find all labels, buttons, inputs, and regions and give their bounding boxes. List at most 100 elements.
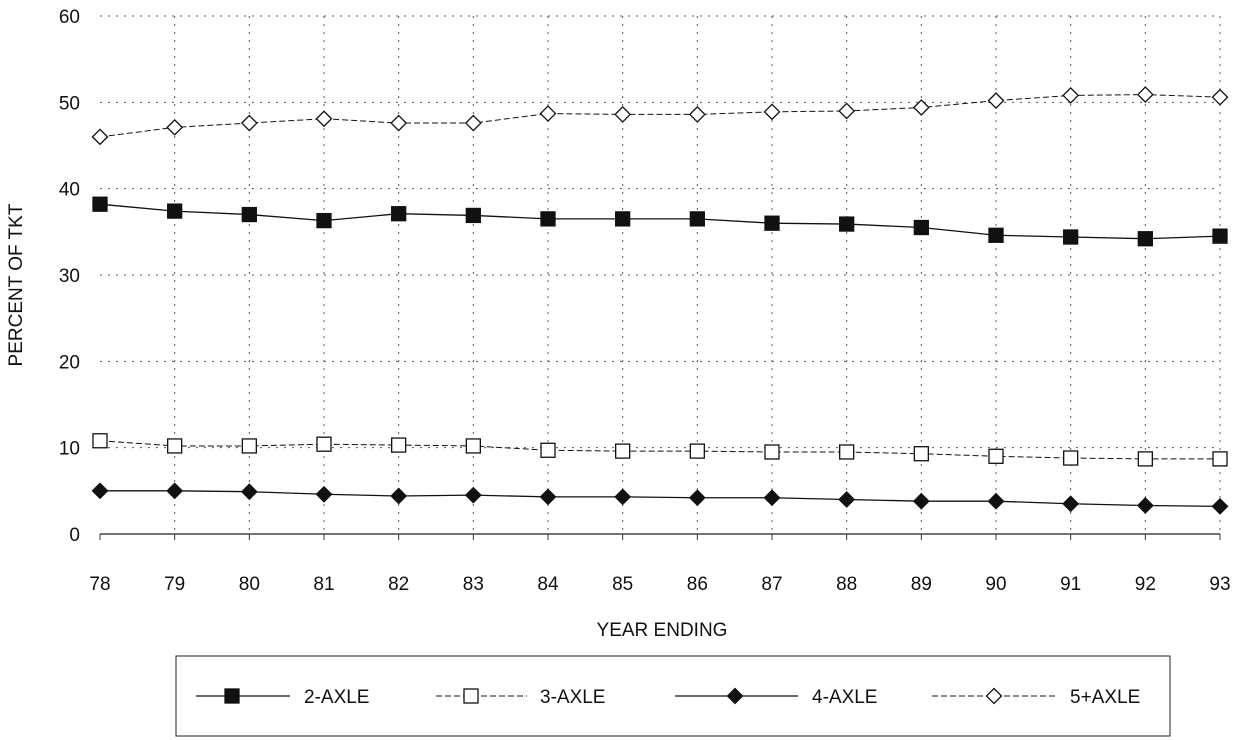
data-point-3-axle-89 (913, 446, 929, 462)
series-lines (99, 94, 1221, 508)
data-point-3-axle-85 (615, 443, 631, 459)
data-point-2-axle-80 (241, 206, 257, 223)
legend-marker-3-axle (463, 688, 479, 704)
x-tick-label-87: 87 (761, 574, 782, 595)
legend-label-5-axle: 5+AXLE (1070, 687, 1140, 708)
data-point-4-axle-83 (464, 486, 482, 504)
data-point-5-axle-88 (838, 102, 856, 120)
data-point-4-axle-79 (166, 482, 184, 500)
data-point-3-axle-91 (1063, 450, 1079, 466)
x-tick-label-81: 81 (313, 574, 334, 595)
gridlines (100, 15, 1221, 534)
data-point-3-axle-87 (764, 444, 780, 460)
data-point-5-axle-78 (91, 128, 109, 146)
data-point-5-axle-80 (240, 114, 258, 132)
data-point-5-axle-83 (464, 114, 482, 132)
data-point-4-axle-88 (838, 491, 856, 508)
data-point-5-axle-82 (390, 114, 408, 132)
y-axis-title: PERCENT OF TKT (6, 203, 27, 366)
x-tick-label-80: 80 (239, 574, 260, 595)
x-tick-label-88: 88 (836, 574, 857, 595)
y-tick-label-40: 40 (59, 180, 80, 201)
data-point-2-axle-93 (1212, 228, 1228, 244)
data-point-5-axle-86 (688, 106, 706, 123)
series-line-2-axle (99, 203, 1221, 240)
data-point-2-axle-81 (316, 212, 332, 229)
data-point-3-axle-78 (92, 433, 108, 449)
data-point-5-axle-85 (614, 106, 632, 123)
series-line-5-axle (99, 94, 1221, 138)
data-point-2-axle-78 (92, 196, 108, 212)
y-tick-label-30: 30 (59, 266, 80, 287)
data-point-5-axle-79 (166, 118, 184, 136)
data-point-3-axle-90 (988, 448, 1004, 464)
data-point-3-axle-82 (391, 437, 407, 453)
data-point-2-axle-92 (1137, 231, 1153, 247)
axes: 0 10 20 30 40 50 60 78 79 80 81 82 83 84 85 86 87 88 89 90 9… (59, 7, 1231, 595)
data-point-3-axle-84 (540, 442, 556, 458)
data-points (91, 86, 1229, 515)
x-tick-label-82: 82 (388, 574, 409, 595)
y-tick-label-20: 20 (59, 352, 80, 373)
data-point-4-axle-90 (987, 492, 1005, 510)
data-point-4-axle-84 (539, 488, 557, 506)
data-point-4-axle-92 (1136, 497, 1154, 514)
x-tick-label-86: 86 (687, 574, 708, 595)
data-point-5-axle-87 (763, 103, 781, 121)
legend-marker-2-axle (224, 688, 240, 704)
data-point-5-axle-91 (1062, 87, 1080, 104)
data-point-3-axle-80 (241, 438, 257, 454)
legend-label-3-axle: 3-AXLE (540, 687, 605, 708)
series-line-3-axle (99, 440, 1220, 460)
data-point-2-axle-83 (465, 207, 481, 224)
legend-marker-4-axle (726, 687, 744, 705)
x-tick-label-89: 89 (911, 574, 932, 595)
data-point-5-axle-90 (987, 92, 1005, 110)
data-point-4-axle-86 (688, 489, 706, 507)
data-point-4-axle-80 (240, 483, 258, 501)
data-point-2-axle-91 (1063, 229, 1079, 245)
data-point-4-axle-78 (91, 482, 109, 500)
data-point-5-axle-89 (912, 99, 930, 116)
data-point-3-axle-79 (167, 438, 183, 454)
data-point-4-axle-91 (1062, 495, 1080, 513)
x-tick-label-83: 83 (463, 574, 484, 595)
data-point-5-axle-93 (1211, 88, 1229, 106)
y-tick-label-60: 60 (59, 7, 80, 28)
data-point-5-axle-84 (539, 105, 557, 122)
legend: 2-AXLE 3-AXLE 4-AXLE 5+AXLE (175, 655, 1171, 737)
data-point-5-axle-92 (1136, 86, 1154, 103)
data-point-4-axle-87 (763, 489, 781, 507)
legend-label-2-axle: 2-AXLE (304, 687, 369, 708)
x-tick-label-91: 91 (1060, 574, 1081, 595)
legend-label-4-axle: 4-AXLE (812, 687, 877, 708)
data-point-4-axle-81 (315, 485, 333, 503)
series-line-4-axle (100, 490, 1221, 508)
data-point-2-axle-85 (615, 211, 631, 227)
y-tick-label-0: 0 (69, 525, 80, 546)
data-point-4-axle-85 (614, 488, 632, 506)
x-tick-label-90: 90 (985, 574, 1006, 595)
x-tick-label-93: 93 (1209, 574, 1230, 595)
x-tick-label-78: 78 (89, 574, 110, 595)
data-point-3-axle-88 (839, 444, 855, 460)
data-point-3-axle-83 (465, 438, 481, 454)
data-point-3-axle-81 (316, 436, 332, 452)
data-point-3-axle-92 (1137, 451, 1153, 467)
data-point-2-axle-89 (913, 219, 929, 236)
x-axis-title: YEAR ENDING (597, 620, 728, 641)
data-point-4-axle-93 (1211, 497, 1229, 515)
data-point-3-axle-86 (689, 443, 705, 459)
legend-marker-5-axle (985, 687, 1003, 705)
data-point-2-axle-79 (167, 203, 183, 219)
data-point-2-axle-86 (689, 211, 705, 227)
data-point-4-axle-82 (390, 487, 408, 505)
x-tick-label-84: 84 (537, 574, 559, 595)
data-point-2-axle-82 (391, 206, 407, 222)
x-tick-label-79: 79 (164, 574, 185, 595)
x-tick-label-92: 92 (1135, 574, 1156, 595)
data-point-2-axle-90 (988, 227, 1004, 243)
data-point-2-axle-87 (764, 215, 780, 231)
